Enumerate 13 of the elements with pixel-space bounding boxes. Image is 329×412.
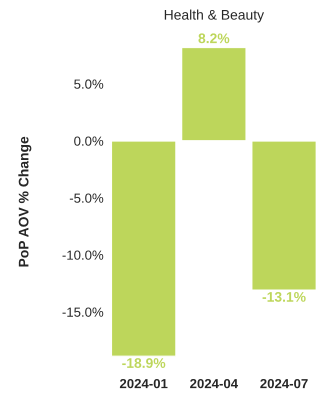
y-tick-label: -10.0%: [62, 250, 104, 260]
data-label: -18.9%: [122, 358, 166, 368]
y-tick-label: -15.0%: [62, 307, 104, 317]
y-tick-label: -5.0%: [70, 193, 104, 203]
data-label: 8.2%: [198, 33, 230, 44]
y-tick-label: 5.0%: [74, 79, 104, 89]
y-axis-title: PoP AOV % Change: [18, 136, 32, 267]
data-label: -13.1%: [262, 292, 306, 302]
x-tick-label: 2024-04: [190, 378, 238, 388]
y-tick-label: 0.0%: [74, 136, 104, 146]
chart-title: Health & Beauty: [164, 10, 264, 22]
x-tick-label: 2024-01: [120, 378, 168, 388]
x-tick-label: 2024-07: [260, 378, 308, 388]
